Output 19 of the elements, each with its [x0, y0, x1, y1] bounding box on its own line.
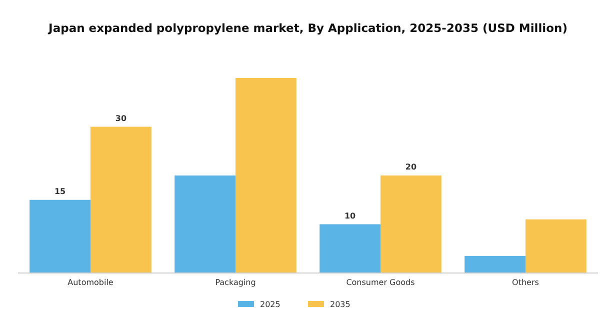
x-tick-label: Automobile: [68, 278, 114, 287]
bar: [90, 126, 152, 273]
x-tick-label: Packaging: [215, 278, 256, 287]
bar: [380, 176, 442, 273]
data-label: 15: [54, 186, 66, 196]
legend-label: 2025: [260, 300, 280, 309]
bar: [30, 200, 90, 273]
bar: [236, 78, 296, 273]
bar: [464, 256, 526, 273]
chart-title: Japan expanded polypropylene market, By Application, 2025-2035 (USD Million): [48, 21, 568, 35]
bar: [526, 219, 586, 273]
legend-label: 2035: [330, 300, 350, 309]
bar: [320, 224, 380, 273]
x-tick-label: Consumer Goods: [346, 278, 415, 287]
data-label: 30: [115, 114, 127, 123]
data-label: 20: [405, 162, 417, 172]
bar: [174, 176, 236, 273]
data-label: 10: [344, 211, 356, 220]
x-tick-label: Others: [512, 278, 539, 287]
